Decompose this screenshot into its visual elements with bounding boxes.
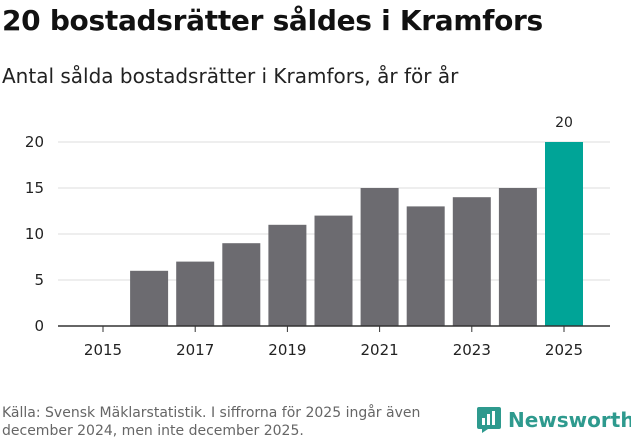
x-tick-label: 2015	[84, 341, 122, 359]
chart-title: 20 bostadsrätter såldes i Kramfors	[2, 4, 543, 37]
bar-2020	[314, 215, 353, 326]
y-tick-label: 5	[34, 271, 44, 289]
x-tick-label: 2019	[268, 341, 306, 359]
source-note: Källa: Svensk Mäklarstatistik. I siffror…	[2, 405, 421, 439]
axes: 0 5 10 15 20 2015 2017 2019 2021 2023 2025 20	[25, 115, 610, 359]
chart-subtitle: Antal sålda bostadsrätter i Kramfors, år…	[2, 64, 459, 88]
bar-2024	[498, 188, 537, 326]
x-tick-label: 2023	[453, 341, 491, 359]
x-tick-label: 2025	[545, 341, 583, 359]
bar-2016	[130, 270, 169, 326]
bars	[130, 142, 583, 326]
x-tick-label: 2021	[361, 341, 399, 359]
bar-2022	[406, 206, 445, 326]
bar-2025	[545, 142, 583, 326]
y-tick-label: 0	[34, 317, 44, 335]
bar-chart: 0 5 10 15 20 2015 2017 2019 2021 2023 2025 20	[25, 115, 610, 359]
bar-2023	[452, 197, 491, 326]
newsworthy-logo: Newsworthy	[476, 406, 631, 436]
bar-2018	[222, 243, 261, 326]
newsworthy-logo-text: Newsworthy	[508, 408, 631, 432]
y-tick-label: 15	[25, 179, 44, 197]
data-label-2025: 20	[555, 115, 573, 131]
y-tick-label: 10	[25, 225, 44, 243]
bar-2021	[360, 188, 399, 326]
bar-2019	[268, 224, 307, 326]
bar-2017	[176, 261, 215, 326]
y-tick-label: 20	[25, 133, 44, 151]
x-tick-label: 2017	[176, 341, 214, 359]
newsworthy-logo-icon	[477, 407, 501, 433]
